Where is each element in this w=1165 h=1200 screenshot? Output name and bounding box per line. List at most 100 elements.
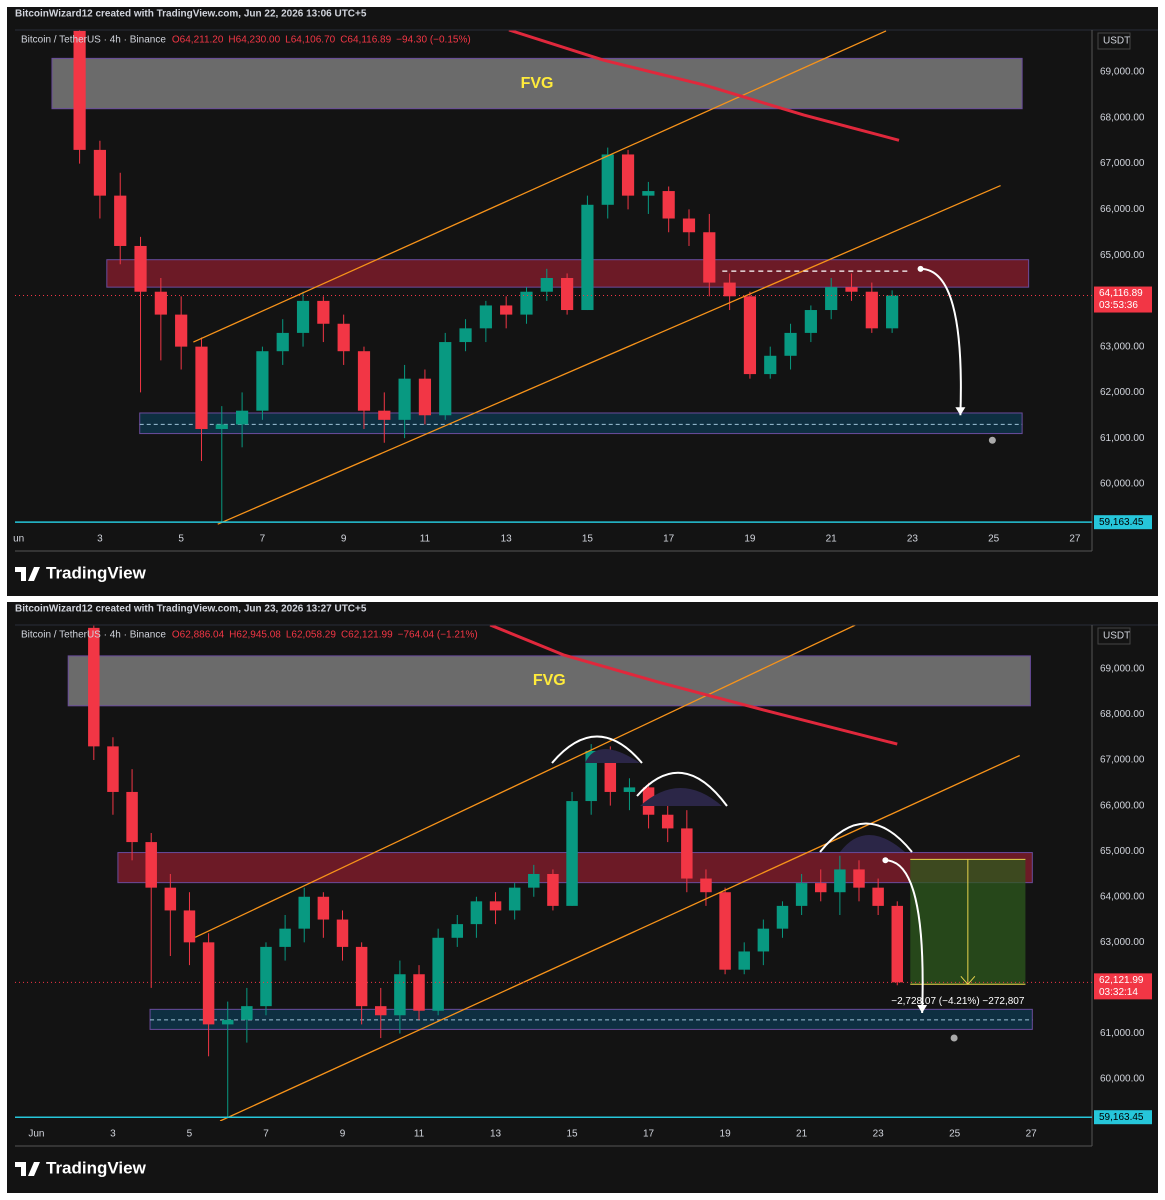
plot-area	[51, 30, 1030, 525]
arc-fill	[585, 749, 640, 763]
candle-body	[317, 300, 330, 324]
y-tick-label: 65,000.00	[1100, 250, 1145, 261]
logo: TradingView	[46, 1158, 147, 1177]
y-tick-label: 62,000.00	[1100, 387, 1145, 398]
countdown: 03:53:36	[1099, 300, 1138, 311]
candle-body	[470, 901, 483, 925]
candle-body	[317, 896, 330, 920]
ohlc-value: H64,230.00	[228, 35, 280, 46]
chart: BitcoinWizard12 created with TradingView…	[13, 9, 1158, 582]
x-tick-label: 9	[341, 534, 347, 545]
countdown: 03:32:14	[1099, 987, 1138, 998]
trend-line	[217, 184, 1001, 525]
candle-body	[540, 278, 553, 292]
x-tick-label: 25	[949, 1129, 961, 1140]
currency: USDT	[1103, 36, 1130, 47]
x-tick-label: 9	[340, 1129, 346, 1140]
last-price-label: 62,121.99	[1099, 975, 1144, 986]
currency-box	[1097, 627, 1131, 645]
ohlc-value: −94.30 (−0.15%)	[396, 35, 471, 46]
currency-box	[1097, 32, 1131, 50]
arc	[551, 735, 643, 764]
measure-label: −2,728.07 (−4.21%) −272,807	[891, 996, 1025, 1007]
ohlc-value: L64,106.70	[285, 35, 335, 46]
x-tick-label: 13	[490, 1129, 502, 1140]
y-tick-label: 60,000.00	[1100, 1074, 1145, 1085]
candle-body	[93, 149, 107, 196]
y-tick-label: 69,000.00	[1100, 664, 1145, 675]
zone	[51, 57, 1023, 110]
candle-body	[703, 232, 716, 283]
y-tick-label: 67,000.00	[1100, 158, 1145, 169]
x-tick-label: 21	[826, 534, 838, 545]
x-tick-label: un	[13, 534, 24, 545]
candle-body	[256, 351, 269, 411]
candle-body	[221, 1019, 234, 1025]
zone	[67, 655, 1031, 707]
arrow-dot	[917, 265, 924, 272]
x-tick-label: Jun	[28, 1129, 44, 1140]
x-tick-label: 23	[907, 534, 919, 545]
candle-body	[757, 928, 770, 952]
zone	[139, 412, 1023, 435]
ohlc-value: −764.04 (−1.21%)	[398, 630, 478, 641]
last-price-box	[1094, 286, 1152, 313]
candle-body	[561, 278, 574, 311]
low-label-box	[1094, 515, 1152, 530]
candle-body	[439, 342, 452, 416]
symbol: Bitcoin / TetherUS · 4h · Binance	[21, 630, 166, 641]
clock-icon	[950, 1034, 958, 1042]
zone-label: FVG	[521, 75, 554, 92]
x-tick-label: 13	[501, 534, 513, 545]
y-tick-label: 61,000.00	[1100, 433, 1145, 444]
candle-body	[378, 410, 391, 420]
candle-body	[845, 287, 858, 292]
candle-body	[241, 1006, 253, 1020]
x-tick-label: 25	[988, 534, 1000, 545]
candle-body	[700, 878, 712, 893]
candle-body	[451, 924, 464, 938]
candle-body	[804, 310, 817, 333]
candle-body	[195, 346, 208, 429]
y-tick-label: 67,000.00	[1100, 755, 1145, 766]
candle-body	[276, 332, 289, 352]
candle-body	[508, 887, 521, 911]
x-tick-label: 19	[744, 534, 756, 545]
candle-body	[296, 300, 310, 333]
arc	[819, 822, 913, 853]
candle-body	[547, 873, 559, 906]
candle-body	[621, 154, 635, 196]
candle-body	[479, 305, 492, 329]
x-tick-label: 27	[1069, 534, 1081, 545]
candle-body	[834, 869, 846, 893]
trend-line	[508, 30, 900, 142]
y-tick-label: 61,000.00	[1100, 1028, 1145, 1039]
y-tick-label: 63,000.00	[1100, 937, 1145, 948]
ohlc-value: C62,121.99	[341, 630, 393, 641]
trend-line	[193, 30, 887, 343]
candle-body	[795, 883, 808, 906]
candle-body	[853, 869, 865, 888]
candle-body	[891, 905, 903, 983]
candle-body	[154, 291, 167, 315]
candle-body	[73, 30, 86, 150]
candle-body	[355, 946, 368, 1007]
x-tick-label: 27	[1026, 1129, 1038, 1140]
candle-body	[164, 887, 177, 911]
ohlc-value: C64,116.89	[340, 35, 391, 46]
candle-body	[642, 191, 655, 196]
x-tick-label: 7	[263, 1129, 269, 1140]
candle-body	[604, 750, 617, 792]
y-tick-label: 68,000.00	[1100, 709, 1145, 720]
candle-body	[114, 195, 127, 246]
candle-body	[520, 291, 533, 315]
x-tick-label: 5	[178, 534, 184, 545]
candle-body	[375, 1006, 387, 1016]
measure-arrowhead	[960, 975, 976, 986]
x-tick-label: 5	[187, 1129, 193, 1140]
plot-area	[67, 625, 1033, 1121]
candle-body	[215, 424, 228, 429]
candle-body	[260, 946, 272, 1007]
arc-fill	[840, 835, 905, 852]
logo-mark	[15, 1162, 40, 1176]
